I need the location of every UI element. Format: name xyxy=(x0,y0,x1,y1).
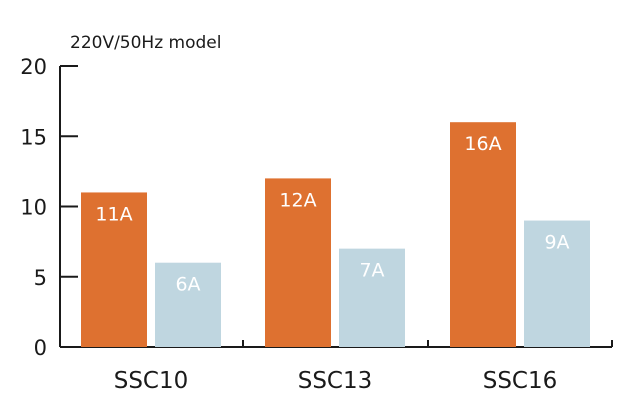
y-tick-label: 0 xyxy=(34,336,47,360)
bar-data-label: 16A xyxy=(464,133,501,155)
y-tick-label: 20 xyxy=(20,55,47,79)
bar-data-label: 6A xyxy=(175,274,200,296)
x-axis: SSC10 SSC13 SSC16 xyxy=(60,340,613,394)
y-tick-label: 5 xyxy=(34,266,47,290)
bar xyxy=(339,248,405,347)
bar-data-label: 12A xyxy=(279,189,316,211)
x-tick-label: SSC16 xyxy=(483,368,558,394)
bar xyxy=(81,192,147,347)
bar-data-label: 11A xyxy=(95,203,132,225)
y-tick-label: 15 xyxy=(20,125,47,149)
bar-data-label: 9A xyxy=(544,232,569,254)
bar xyxy=(450,122,516,347)
bar-group xyxy=(81,122,590,347)
y-axis: 0 5 10 15 20 xyxy=(20,55,78,360)
y-tick-label: 10 xyxy=(20,196,47,220)
bar xyxy=(155,262,221,347)
x-tick-label: SSC13 xyxy=(298,368,373,394)
chart-subtitle: 220V/50Hz model xyxy=(70,33,221,53)
bar xyxy=(265,178,331,347)
bar-label-group: 11A 6A 12A 7A 16A 9A xyxy=(95,133,569,296)
bar-data-label: 7A xyxy=(359,260,384,282)
x-tick-label: SSC10 xyxy=(114,368,189,394)
bar xyxy=(524,220,590,347)
